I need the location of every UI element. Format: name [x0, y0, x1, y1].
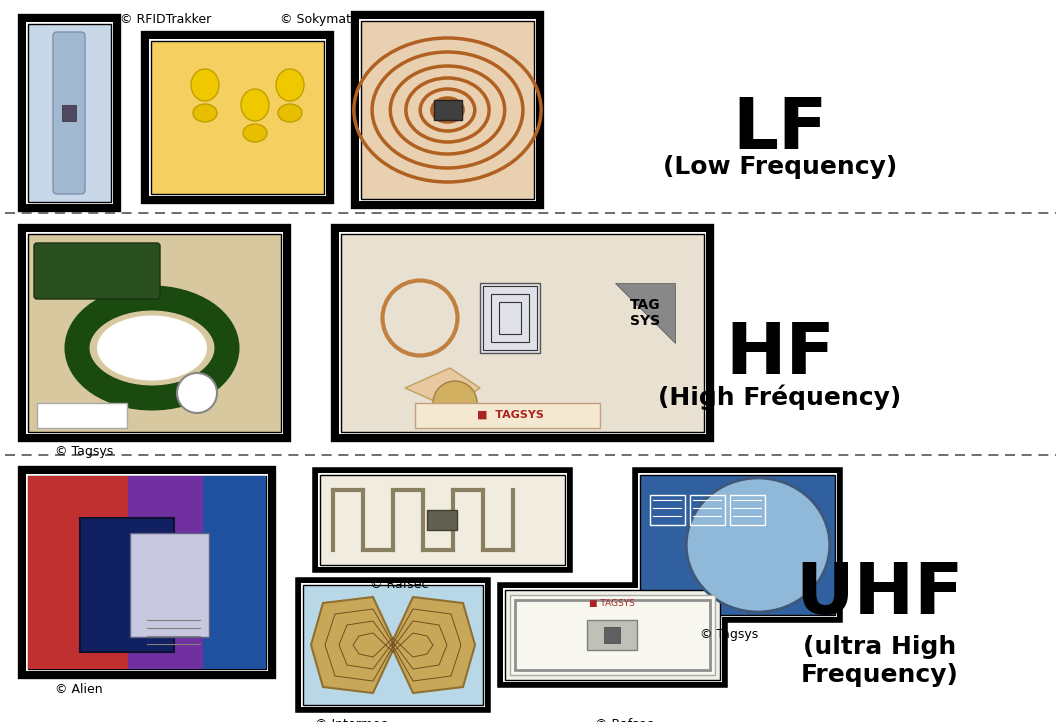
Text: (Low Frequency): (Low Frequency) — [663, 155, 898, 179]
Bar — [151, 41, 324, 194]
FancyBboxPatch shape — [80, 518, 174, 652]
Text: © Intermec: © Intermec — [315, 718, 387, 722]
FancyBboxPatch shape — [131, 533, 209, 637]
Bar — [640, 475, 835, 615]
Bar — [483, 286, 537, 350]
Bar — [22, 470, 272, 675]
Bar — [340, 232, 706, 434]
Circle shape — [433, 381, 477, 425]
Bar — [650, 495, 685, 525]
Bar — [28, 476, 266, 669]
Ellipse shape — [191, 69, 219, 101]
Ellipse shape — [686, 478, 830, 612]
Text: (ultra High
Frequency): (ultra High Frequency) — [801, 635, 959, 687]
Text: HF: HF — [725, 320, 835, 389]
Ellipse shape — [193, 104, 218, 122]
Bar — [355, 15, 540, 205]
Text: © Sokymat: © Sokymat — [280, 13, 351, 26]
Ellipse shape — [241, 89, 269, 121]
Bar — [427, 510, 457, 530]
Bar — [28, 476, 128, 669]
Text: ■ TAGSYS: ■ TAGSYS — [589, 599, 634, 608]
Bar — [730, 495, 765, 525]
FancyBboxPatch shape — [34, 243, 160, 299]
Bar — [315, 470, 570, 570]
Text: © Rafsec: © Rafsec — [370, 578, 429, 591]
Bar — [359, 19, 536, 201]
Bar — [318, 473, 567, 567]
Ellipse shape — [243, 124, 267, 142]
Bar — [503, 588, 721, 682]
Text: UHF: UHF — [796, 560, 964, 629]
Polygon shape — [405, 368, 480, 408]
Bar — [62, 105, 76, 121]
Bar — [22, 228, 286, 438]
Bar — [298, 580, 488, 710]
Bar — [301, 583, 485, 707]
Bar — [604, 627, 620, 643]
Circle shape — [177, 373, 218, 413]
Bar — [510, 595, 715, 675]
Text: LF: LF — [732, 95, 828, 164]
Bar — [491, 294, 529, 342]
Polygon shape — [615, 283, 675, 343]
Bar — [499, 302, 521, 334]
Bar — [320, 475, 566, 565]
Bar — [27, 232, 283, 434]
Bar — [500, 585, 725, 685]
Bar — [37, 403, 127, 428]
Bar — [634, 470, 840, 620]
Text: (High Fréquency): (High Fréquency) — [659, 385, 902, 411]
Polygon shape — [393, 597, 475, 693]
Text: ■  TAGSYS: ■ TAGSYS — [476, 410, 543, 420]
Bar — [335, 228, 710, 438]
Bar — [515, 600, 710, 670]
Bar — [22, 18, 117, 208]
Text: TAG
SYS: TAG SYS — [629, 298, 660, 329]
Bar — [28, 24, 111, 202]
Bar — [415, 403, 601, 428]
Bar — [145, 35, 330, 200]
Text: © RFIDTrakker: © RFIDTrakker — [120, 13, 211, 26]
Text: © Tagsys: © Tagsys — [700, 628, 759, 641]
Ellipse shape — [97, 316, 207, 380]
Ellipse shape — [278, 104, 302, 122]
Text: © Alien: © Alien — [55, 683, 103, 696]
Bar — [638, 473, 837, 617]
Polygon shape — [311, 597, 393, 693]
FancyBboxPatch shape — [53, 32, 85, 194]
Ellipse shape — [276, 69, 305, 101]
Bar — [28, 234, 281, 432]
Bar — [505, 590, 720, 680]
Bar — [27, 474, 268, 671]
Bar — [203, 476, 266, 669]
Text: © Rafsec: © Rafsec — [595, 718, 654, 722]
Bar — [361, 21, 534, 199]
Bar — [690, 495, 725, 525]
Bar — [480, 283, 540, 353]
Bar — [128, 476, 203, 669]
Text: © Tagsys: © Tagsys — [55, 445, 114, 458]
Bar — [303, 585, 483, 705]
Bar — [434, 100, 462, 120]
Bar — [149, 39, 326, 196]
Bar — [341, 234, 705, 432]
Bar — [587, 620, 637, 650]
Bar — [27, 22, 114, 204]
